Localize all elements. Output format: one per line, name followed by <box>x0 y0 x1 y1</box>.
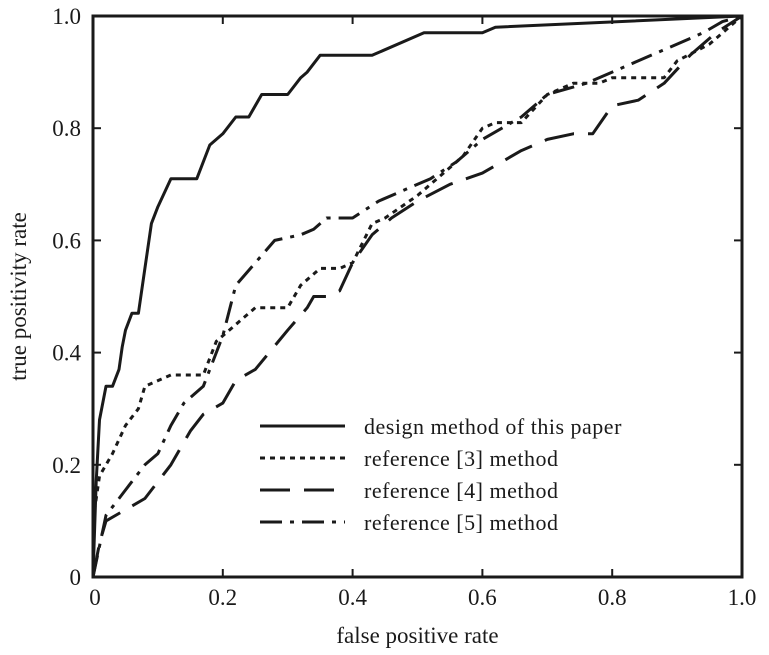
legend: design method of this paper reference [3]… <box>260 414 622 535</box>
series-line-design-method-of-this-paper <box>91 14 743 578</box>
legend-label-reference-4-method: reference [4] method <box>364 478 558 503</box>
y-axis-title: true positivity rate <box>6 212 31 381</box>
axis-ticks-group <box>92 15 743 578</box>
y-tick-label: 0 <box>70 565 82 590</box>
y-tick-label: 0.8 <box>52 116 81 141</box>
legend-label-reference-3-method: reference [3] method <box>364 446 558 471</box>
x-tick-label: 0.8 <box>598 585 627 610</box>
legend-label-design-method-of-this-paper: design method of this paper <box>364 414 622 439</box>
legend-label-reference-5-method: reference [5] method <box>364 510 558 535</box>
plot-series-group <box>91 14 743 578</box>
x-tick-label: 0.6 <box>468 585 497 610</box>
y-tick-label: 1.0 <box>52 4 81 29</box>
y-tick-label: 0.6 <box>52 228 81 253</box>
tick-labels-group: 0 0.2 0.4 0.6 0.8 1.0 0 0.2 0.4 0.6 0.8 1.0 <box>52 4 756 610</box>
y-tick-label: 0.2 <box>52 453 81 478</box>
series-line-reference-4-method <box>91 14 743 578</box>
x-axis-title: false positive rate <box>336 623 498 648</box>
series-line-reference-5-method <box>91 14 743 578</box>
x-tick-label: 0 <box>89 585 101 610</box>
x-tick-label: 0.4 <box>338 585 367 610</box>
x-tick-label: 1.0 <box>728 585 757 610</box>
x-tick-label: 0.2 <box>208 585 237 610</box>
plot-frame <box>91 14 744 579</box>
y-tick-label: 0.4 <box>52 341 81 366</box>
